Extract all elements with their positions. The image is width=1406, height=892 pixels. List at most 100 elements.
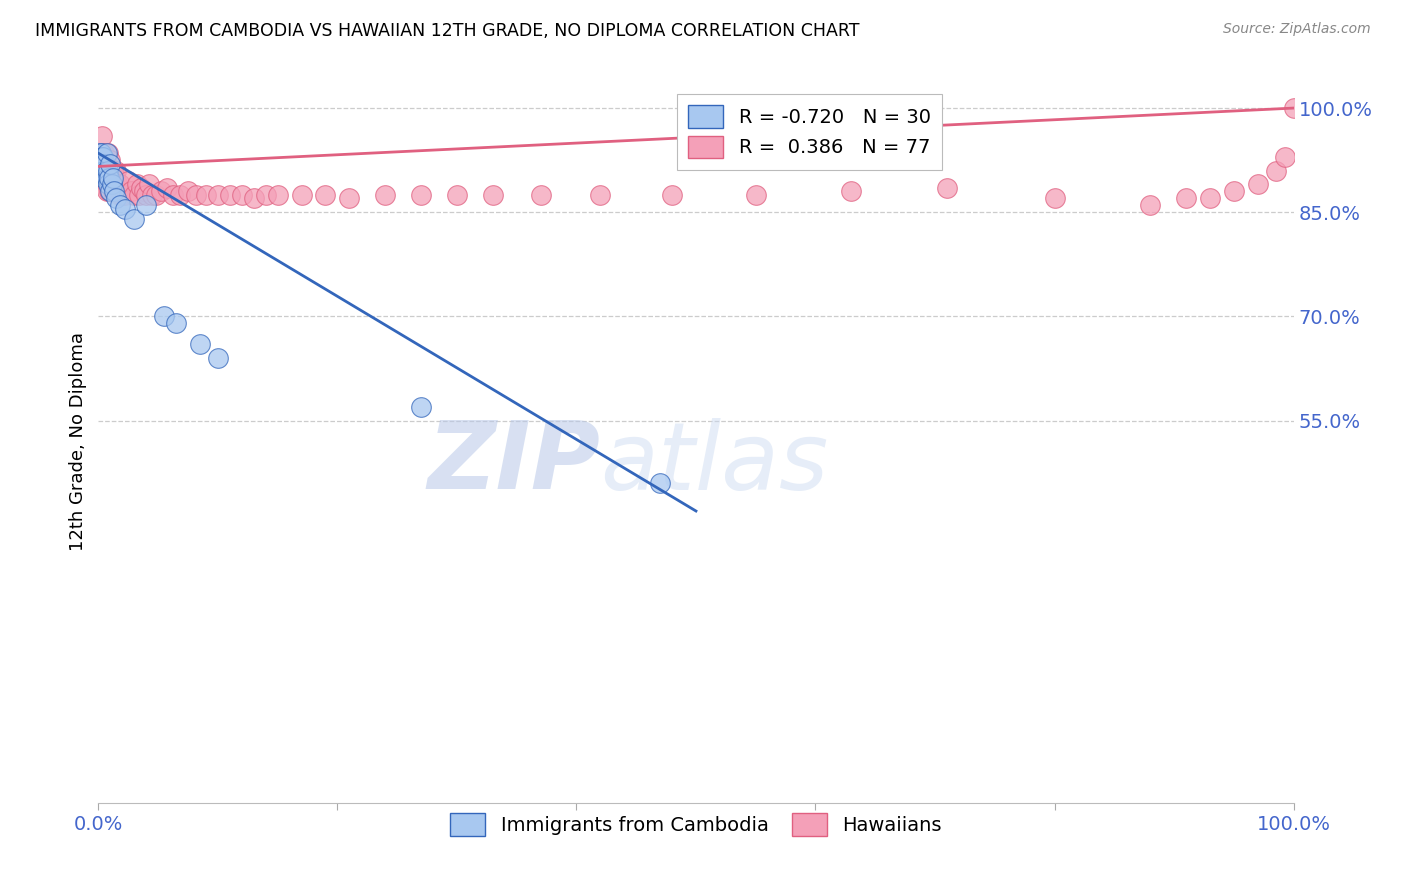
Point bbox=[91, 163, 114, 178]
Point bbox=[589, 188, 612, 202]
Point bbox=[1199, 191, 1222, 205]
Point bbox=[96, 146, 118, 161]
Point bbox=[108, 178, 131, 192]
Point bbox=[138, 178, 160, 192]
Point bbox=[108, 198, 131, 212]
Point bbox=[93, 156, 115, 170]
Point bbox=[1223, 185, 1246, 199]
Point bbox=[207, 351, 229, 366]
Point bbox=[177, 185, 200, 199]
Point bbox=[90, 146, 112, 161]
Point bbox=[103, 167, 125, 181]
Point bbox=[162, 188, 184, 202]
Point bbox=[101, 163, 124, 178]
Point bbox=[145, 188, 167, 202]
Point bbox=[94, 163, 117, 178]
Point bbox=[661, 188, 683, 202]
Point bbox=[98, 185, 121, 199]
Point bbox=[125, 178, 148, 192]
Point bbox=[105, 191, 128, 205]
Point bbox=[446, 188, 468, 202]
Point bbox=[165, 317, 187, 331]
Point bbox=[120, 185, 142, 199]
Point bbox=[124, 212, 146, 227]
Point bbox=[97, 178, 120, 192]
Point bbox=[98, 153, 122, 168]
Point bbox=[114, 188, 136, 202]
Point bbox=[96, 185, 118, 199]
Point bbox=[104, 185, 127, 199]
Point bbox=[745, 188, 768, 202]
Point bbox=[149, 185, 172, 199]
Point bbox=[219, 188, 242, 202]
Point bbox=[94, 163, 117, 178]
Point bbox=[315, 188, 337, 202]
Point bbox=[135, 188, 157, 202]
Point bbox=[1264, 163, 1286, 178]
Point bbox=[936, 181, 959, 195]
Point bbox=[188, 337, 211, 351]
Point bbox=[89, 150, 111, 164]
Point bbox=[841, 185, 863, 199]
Point bbox=[93, 170, 115, 185]
Point bbox=[530, 188, 553, 202]
Point bbox=[91, 163, 114, 178]
Point bbox=[132, 185, 155, 199]
Legend: Immigrants from Cambodia, Hawaiians: Immigrants from Cambodia, Hawaiians bbox=[443, 805, 949, 844]
Point bbox=[374, 188, 396, 202]
Point bbox=[91, 156, 114, 170]
Point bbox=[107, 185, 129, 199]
Point bbox=[1139, 198, 1161, 212]
Point bbox=[93, 146, 115, 161]
Point bbox=[231, 188, 253, 202]
Point bbox=[100, 174, 122, 188]
Point bbox=[111, 188, 134, 202]
Text: atlas: atlas bbox=[600, 417, 828, 508]
Point bbox=[124, 188, 146, 202]
Point bbox=[96, 174, 118, 188]
Point bbox=[90, 146, 112, 161]
Point bbox=[98, 156, 122, 170]
Point bbox=[1282, 101, 1305, 115]
Point bbox=[1175, 191, 1198, 205]
Y-axis label: 12th Grade, No Diploma: 12th Grade, No Diploma bbox=[69, 332, 87, 551]
Point bbox=[411, 400, 433, 414]
Point bbox=[100, 167, 122, 181]
Point bbox=[101, 185, 124, 199]
Point bbox=[195, 188, 218, 202]
Point bbox=[1043, 191, 1066, 205]
Point bbox=[155, 181, 177, 195]
Point bbox=[97, 163, 120, 178]
Point bbox=[1247, 178, 1270, 192]
Point bbox=[98, 170, 121, 185]
Point bbox=[105, 174, 128, 188]
Point bbox=[153, 310, 176, 324]
Point bbox=[254, 188, 277, 202]
Point bbox=[97, 146, 120, 161]
Point bbox=[98, 185, 122, 199]
Point bbox=[648, 476, 672, 491]
Point bbox=[91, 150, 114, 164]
Text: ZIP: ZIP bbox=[427, 417, 600, 509]
Point bbox=[267, 188, 290, 202]
Point bbox=[141, 188, 163, 202]
Point bbox=[103, 185, 125, 199]
Point bbox=[94, 153, 117, 168]
Point bbox=[93, 170, 115, 185]
Point bbox=[169, 188, 191, 202]
Point bbox=[101, 170, 124, 185]
Point bbox=[339, 191, 361, 205]
Point bbox=[96, 170, 118, 185]
Point bbox=[186, 188, 208, 202]
Point bbox=[114, 202, 136, 216]
Point bbox=[411, 188, 433, 202]
Text: Source: ZipAtlas.com: Source: ZipAtlas.com bbox=[1223, 22, 1371, 37]
Point bbox=[91, 150, 114, 164]
Point bbox=[107, 188, 129, 202]
Point bbox=[128, 188, 150, 202]
Point bbox=[291, 188, 314, 202]
Point bbox=[103, 174, 125, 188]
Point bbox=[135, 198, 157, 212]
Point bbox=[481, 188, 505, 202]
Point bbox=[110, 188, 132, 202]
